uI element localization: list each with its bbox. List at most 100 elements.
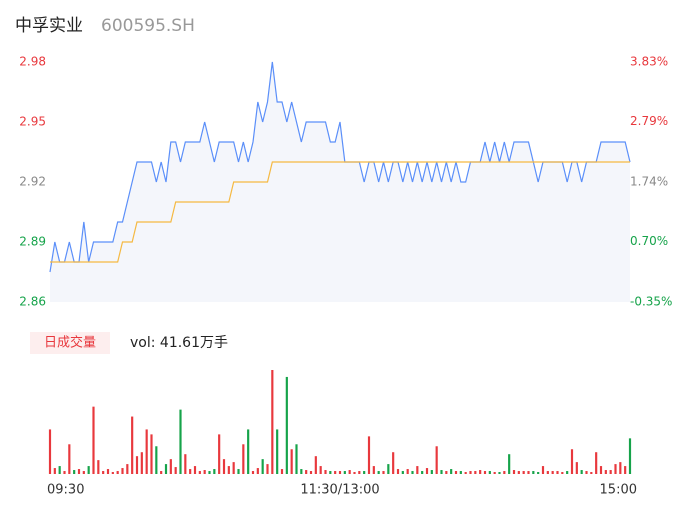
volume-bar	[256, 468, 259, 474]
volume-bar	[498, 472, 501, 474]
volume-bar	[174, 467, 177, 474]
volume-bar	[140, 452, 143, 474]
volume-bar	[97, 460, 100, 474]
volume-bar	[585, 471, 588, 474]
volume-bar	[232, 462, 235, 474]
volume-bar	[290, 449, 293, 474]
volume-bar	[614, 464, 617, 474]
volume-bar	[198, 471, 201, 474]
x-tick-label: 11:30/13:00	[300, 483, 379, 498]
y-tick-label: 2.95	[19, 115, 46, 129]
volume-label-box	[30, 332, 110, 354]
volume-bar	[454, 471, 458, 474]
volume-bar	[82, 471, 85, 474]
volume-bar	[155, 446, 158, 474]
x-tick-label: 15:00	[600, 483, 637, 498]
volume-bar	[179, 409, 182, 474]
volume-bar	[367, 436, 371, 474]
volume-bar	[285, 376, 288, 474]
volume-bar	[58, 466, 61, 474]
volume-bar	[111, 472, 114, 474]
volume-bar	[541, 466, 545, 474]
volume-bar	[551, 471, 554, 474]
volume-bar	[184, 454, 187, 474]
volume-bar	[218, 434, 221, 474]
volume-bar	[319, 466, 322, 474]
volume-bar	[280, 469, 284, 474]
volume-bar	[295, 444, 298, 474]
volume-bar	[348, 470, 351, 474]
volume-bar	[329, 471, 332, 474]
volume-bar	[387, 464, 390, 474]
volume-bar	[406, 469, 409, 474]
volume-bar	[440, 470, 443, 474]
volume-bar	[556, 471, 559, 474]
volume-bar	[435, 446, 438, 474]
y-tick-label: 2.86	[19, 295, 46, 309]
volume-bar	[106, 469, 110, 474]
volume-bar	[68, 444, 71, 474]
volume-bar	[377, 471, 380, 474]
volume-bar	[242, 444, 245, 474]
volume-bar	[609, 470, 612, 474]
volume-bar	[590, 472, 593, 474]
price-area	[50, 62, 630, 302]
volume-bar	[116, 471, 119, 474]
y-tick-label: 2.89	[19, 235, 46, 249]
volume-bar	[126, 464, 129, 474]
volume-bar	[416, 466, 419, 474]
volume-bar	[213, 469, 216, 474]
y-tick-label: 2.98	[19, 55, 46, 69]
volume-bar	[222, 459, 226, 474]
volume-bar	[189, 469, 192, 474]
volume-bar	[334, 471, 337, 474]
volume-bar	[619, 462, 622, 474]
x-tick-label: 09:30	[47, 483, 84, 498]
volume-bar	[624, 466, 627, 474]
volume-bar	[479, 470, 482, 474]
volume-bar	[203, 470, 206, 474]
volume-bar	[483, 471, 487, 474]
volume-bar	[512, 470, 516, 474]
volume-bar	[599, 466, 603, 474]
volume-bar	[503, 471, 506, 474]
volume-bar	[48, 429, 52, 474]
volume-bar	[517, 471, 520, 474]
volume-bar	[121, 468, 124, 474]
volume-total: vol: 41.61万手	[130, 335, 228, 351]
volume-bar	[445, 471, 448, 474]
volume-bar	[92, 406, 95, 474]
volume-bar	[305, 470, 308, 474]
stock-code: 600595.SH	[101, 16, 195, 36]
volume-bar	[358, 471, 361, 474]
volume-bar	[300, 469, 303, 474]
volume-bar	[164, 464, 168, 474]
volume-bar	[411, 471, 414, 474]
volume-bar	[628, 438, 632, 474]
volume-bar	[363, 471, 366, 474]
y2-tick-label: 2.79%	[630, 114, 668, 128]
volume-bar	[580, 470, 583, 474]
volume-bar	[430, 470, 433, 474]
volume-bar	[527, 471, 530, 474]
volume-bar	[237, 469, 240, 474]
volume-bar	[343, 471, 346, 474]
volume-bar	[247, 429, 250, 474]
volume-bar	[372, 466, 375, 474]
volume-bar	[271, 370, 274, 474]
volume-bar	[401, 471, 404, 474]
volume-bar	[145, 429, 148, 474]
volume-bar	[102, 471, 105, 474]
volume-bar	[450, 469, 453, 474]
volume-bar	[595, 452, 598, 474]
volume-bar	[493, 472, 496, 474]
volume-bar	[604, 470, 607, 474]
volume-bar	[561, 472, 564, 474]
y-tick-label: 2.92	[19, 175, 46, 189]
volume-bar	[508, 454, 511, 474]
volume-bar	[488, 471, 491, 474]
volume-bar	[227, 466, 230, 474]
volume-bar	[575, 462, 578, 474]
volume-bar	[309, 471, 313, 474]
